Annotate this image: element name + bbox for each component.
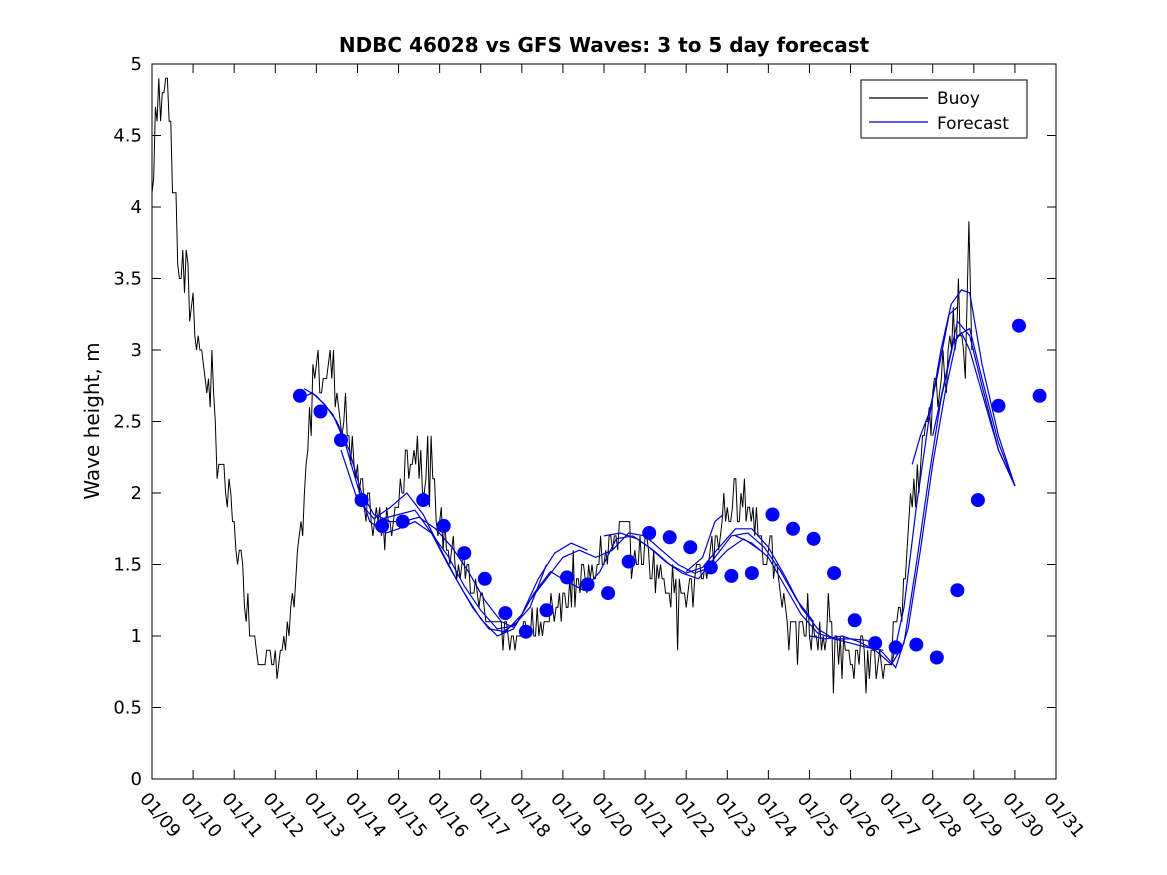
forecast-marker-24 — [786, 521, 800, 536]
buoy-series-line — [151, 77, 973, 694]
forecast-marker-22 — [744, 566, 759, 581]
forecast-marker-0 — [292, 388, 307, 403]
forecast-marker-3 — [354, 493, 369, 508]
forecast-line-9 — [891, 289, 1016, 665]
forecast-marker-26 — [827, 566, 842, 581]
forecast-marker-5 — [395, 514, 410, 529]
forecast-marker-30 — [909, 637, 924, 652]
forecast-marker-16 — [621, 554, 636, 569]
forecast-marker-18 — [662, 530, 677, 545]
forecast-marker-28 — [868, 636, 883, 651]
forecast-marker-31 — [929, 650, 944, 665]
legend: Buoy Forecast — [860, 79, 1028, 139]
forecast-line-3 — [381, 509, 761, 637]
forecast-marker-7 — [436, 518, 451, 533]
forecast-marker-27 — [847, 613, 862, 628]
forecast-marker-4 — [375, 518, 390, 533]
forecast-marker-13 — [560, 570, 574, 585]
forecast-marker-14 — [580, 577, 595, 592]
chart-title: NDBC 46028 vs GFS Waves: 3 to 5 day fore… — [339, 33, 870, 57]
y-tick-label: 4 — [131, 197, 142, 218]
forecast-marker-10 — [498, 606, 513, 621]
y-tick-label: 4.5 — [113, 126, 142, 147]
forecast-marker-19 — [683, 540, 698, 555]
forecast-marker-12 — [539, 603, 554, 618]
y-tick-label: 3.5 — [113, 269, 142, 290]
forecast-marker-33 — [970, 493, 985, 508]
y-axis-label: Wave height, m — [80, 342, 104, 499]
y-tick-label: 1 — [131, 626, 142, 647]
forecast-line-7 — [735, 327, 1016, 669]
forecast-line-8 — [809, 331, 1016, 666]
forecast-marker-1 — [313, 404, 328, 419]
forecast-line-6 — [685, 514, 724, 573]
forecast-marker-layer — [292, 318, 1047, 665]
forecast-marker-36 — [1032, 388, 1047, 403]
forecast-marker-8 — [457, 546, 472, 561]
plot-content — [151, 77, 1047, 694]
forecast-marker-15 — [601, 586, 616, 601]
forecast-marker-9 — [477, 571, 492, 586]
forecast-marker-11 — [518, 624, 533, 639]
forecast-line-11 — [932, 320, 1016, 487]
buoy-layer — [151, 77, 973, 694]
y-tick-label: 2.5 — [113, 412, 142, 433]
y-tick-label: 0 — [131, 769, 142, 790]
forecast-marker-32 — [950, 583, 965, 598]
forecast-marker-6 — [416, 493, 431, 508]
y-tick-label: 1.5 — [113, 555, 142, 576]
legend-buoy-label: Buoy — [937, 89, 980, 109]
forecast-marker-25 — [806, 531, 821, 546]
y-tick-labels: 0 0.5 1 1.5 2 2.5 3 3.5 4 4.5 5 — [113, 54, 142, 790]
forecast-marker-23 — [765, 507, 780, 522]
forecast-line-10 — [911, 306, 958, 465]
y-tick-label: 0.5 — [113, 698, 142, 719]
forecast-marker-34 — [991, 398, 1006, 413]
y-tick-label: 2 — [131, 483, 142, 504]
forecast-line-5 — [603, 528, 884, 651]
axis-ticks — [151, 63, 1057, 780]
forecast-marker-2 — [334, 433, 348, 448]
forecast-marker-21 — [724, 568, 739, 583]
forecast-marker-29 — [888, 640, 903, 655]
forecast-marker-20 — [703, 560, 718, 575]
legend-forecast-label: Forecast — [937, 114, 1009, 134]
plot-area — [151, 63, 1057, 780]
forecast-marker-35 — [1012, 318, 1026, 333]
y-tick-label: 5 — [131, 54, 142, 75]
forecast-marker-17 — [642, 526, 657, 540]
y-tick-label: 3 — [131, 340, 142, 361]
legend-box — [860, 79, 1028, 139]
